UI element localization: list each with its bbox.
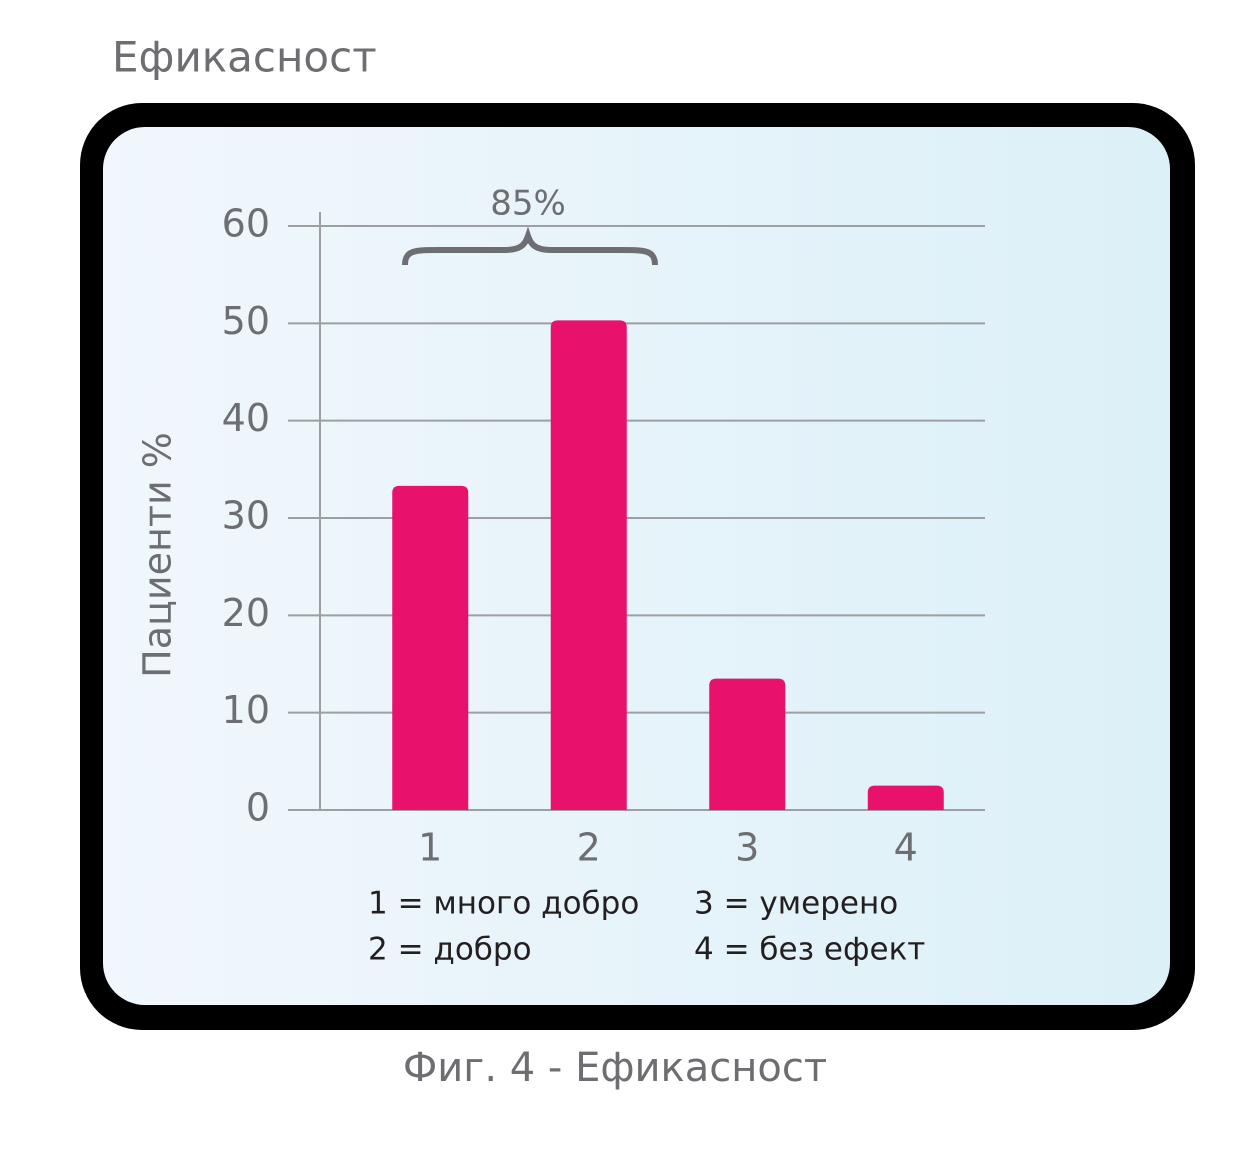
bar [867,785,944,810]
y-tick-label: 0 [246,786,270,830]
panel [103,127,1170,1005]
legend-item: 4 = без ефект [694,932,925,968]
y-tick-label: 30 [222,494,270,538]
x-tick-label: 1 [418,826,442,870]
legend-item: 2 = добро [368,932,532,968]
bar [550,320,627,810]
y-axis-label: Пациенти % [136,432,180,678]
x-tick-label: 3 [735,826,759,870]
y-tick-label: 50 [222,299,270,343]
y-tick-label: 10 [222,688,270,732]
legend-item: 3 = умерено [694,886,898,922]
y-tick-label: 20 [222,591,270,635]
y-tick-label: 40 [222,396,270,440]
bar [709,678,786,810]
legend-item: 1 = много добро [368,886,639,922]
x-tick-label: 4 [894,826,918,870]
chart-title: Ефикасност [112,33,377,82]
annotation: 85% [490,184,566,224]
x-tick-label: 2 [577,826,601,870]
caption: Фиг. 4 - Ефикасност [403,1045,827,1091]
bar [392,485,469,810]
y-tick-label: 60 [222,202,270,246]
brace [402,226,658,266]
